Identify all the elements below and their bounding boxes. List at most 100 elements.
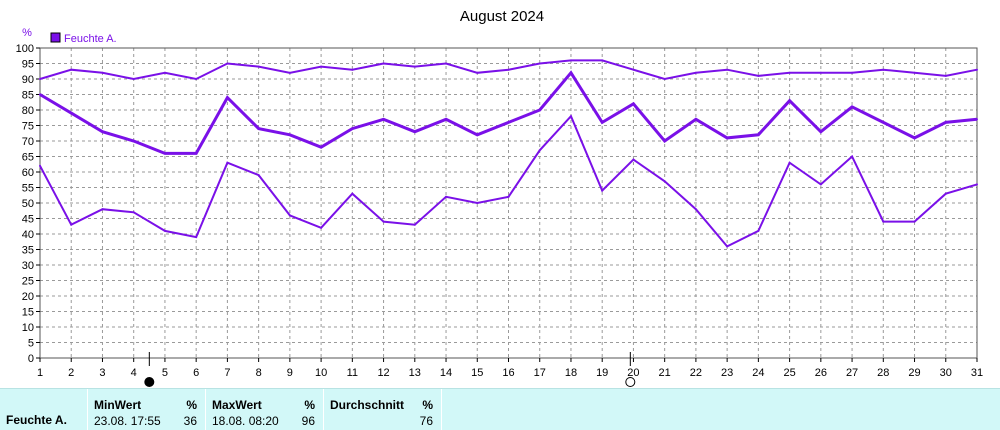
- data-point: [257, 127, 260, 130]
- data-point: [382, 220, 385, 223]
- x-tick-label: 3: [99, 367, 105, 379]
- y-tick-label: 45: [22, 214, 34, 226]
- data-point: [632, 158, 635, 161]
- data-point: [226, 96, 229, 99]
- data-point: [132, 140, 135, 142]
- data-point: [195, 78, 198, 80]
- x-tick-label: 24: [752, 367, 764, 379]
- x-tick-label: 19: [596, 367, 608, 379]
- y-tick-label: 65: [22, 152, 34, 164]
- data-point: [538, 149, 541, 152]
- data-point: [132, 78, 135, 80]
- y-axis-label: %: [22, 27, 32, 39]
- data-point: [913, 136, 916, 139]
- max-value: 96: [301, 414, 315, 428]
- x-tick-label: 30: [940, 367, 952, 379]
- avg-header: Durchschnitt: [330, 398, 405, 412]
- y-tick-label: 55: [22, 183, 34, 195]
- y-tick-label: 85: [22, 90, 34, 102]
- x-tick-label: 6: [193, 367, 199, 379]
- data-point: [663, 140, 666, 142]
- data-point: [788, 71, 791, 74]
- x-tick-label: 15: [471, 367, 483, 379]
- data-point: [601, 189, 604, 192]
- data-point: [445, 62, 448, 65]
- data-point: [538, 109, 541, 111]
- data-point: [101, 208, 104, 211]
- min-value: 36: [183, 414, 197, 428]
- x-tick-label: 14: [440, 367, 452, 379]
- data-point: [976, 183, 978, 186]
- data-point: [788, 99, 791, 102]
- data-point: [39, 78, 41, 80]
- stats-panel: Feuchte A. MinWert % 23.08. 17:55 36 Max…: [0, 388, 1000, 430]
- data-point: [694, 208, 697, 211]
- y-tick-label: 70: [22, 136, 34, 148]
- data-point: [257, 174, 260, 177]
- data-point: [351, 68, 354, 71]
- x-tick-label: 25: [783, 367, 795, 379]
- x-tick-label: 1: [37, 367, 43, 379]
- x-tick-label: 10: [315, 367, 327, 379]
- data-point: [663, 180, 666, 183]
- x-tick-label: 7: [224, 367, 230, 379]
- data-point: [819, 130, 822, 133]
- x-tick-label: 5: [162, 367, 168, 379]
- data-point: [445, 195, 448, 198]
- x-tick-label: 16: [502, 367, 514, 379]
- y-tick-label: 25: [22, 276, 34, 288]
- y-tick-label: 100: [16, 43, 34, 55]
- y-tick-label: 95: [22, 59, 34, 71]
- data-point: [944, 192, 947, 195]
- stats-max-cell: MaxWert % 18.08. 08:20 96: [206, 389, 324, 430]
- data-point: [726, 136, 729, 139]
- data-point: [476, 71, 479, 74]
- data-point: [663, 78, 666, 80]
- data-point: [476, 133, 479, 136]
- data-point: [851, 155, 854, 158]
- data-point: [726, 245, 729, 248]
- data-point: [257, 65, 260, 68]
- data-point: [882, 220, 885, 223]
- data-point: [320, 146, 323, 149]
- x-tick-label: 8: [256, 367, 262, 379]
- data-point: [70, 112, 73, 115]
- x-tick-label: 11: [347, 367, 358, 379]
- data-point: [195, 236, 198, 239]
- x-tick-label: 28: [877, 367, 889, 379]
- data-point: [944, 74, 947, 77]
- y-tick-label: 20: [22, 291, 34, 303]
- data-point: [601, 121, 604, 124]
- data-point: [601, 59, 604, 62]
- data-point: [70, 223, 73, 226]
- y-tick-label: 5: [28, 338, 34, 350]
- y-tick-label: 75: [22, 121, 34, 133]
- data-point: [351, 127, 354, 130]
- data-point: [882, 68, 885, 71]
- max-time: 18.08. 08:20: [212, 414, 279, 428]
- data-point: [39, 93, 41, 96]
- data-point: [851, 105, 854, 108]
- avg-unit: %: [422, 398, 433, 412]
- data-point: [819, 183, 822, 186]
- x-tick-label: 27: [846, 367, 858, 379]
- y-tick-label: 40: [22, 229, 34, 241]
- legend-label: Feuchte A.: [64, 33, 117, 45]
- data-point: [507, 68, 510, 71]
- x-tick-label: 20: [627, 367, 639, 379]
- y-tick-label: 15: [22, 307, 34, 319]
- data-point: [851, 71, 854, 74]
- data-point: [882, 121, 885, 124]
- data-point: [944, 121, 947, 124]
- data-point: [288, 71, 291, 74]
- data-point: [70, 68, 73, 71]
- y-tick-label: 0: [28, 353, 34, 365]
- data-point: [226, 62, 229, 65]
- humidity-chart: 0 5 10 15 20 25 30 35 40 45 50 55 60 65 70 75 80 85 90 95 10…: [16, 8, 983, 387]
- data-point: [476, 202, 479, 204]
- data-point: [632, 68, 635, 71]
- data-point: [39, 164, 41, 167]
- x-tick-label: 23: [721, 367, 733, 379]
- data-point: [195, 152, 198, 155]
- data-point: [788, 161, 791, 164]
